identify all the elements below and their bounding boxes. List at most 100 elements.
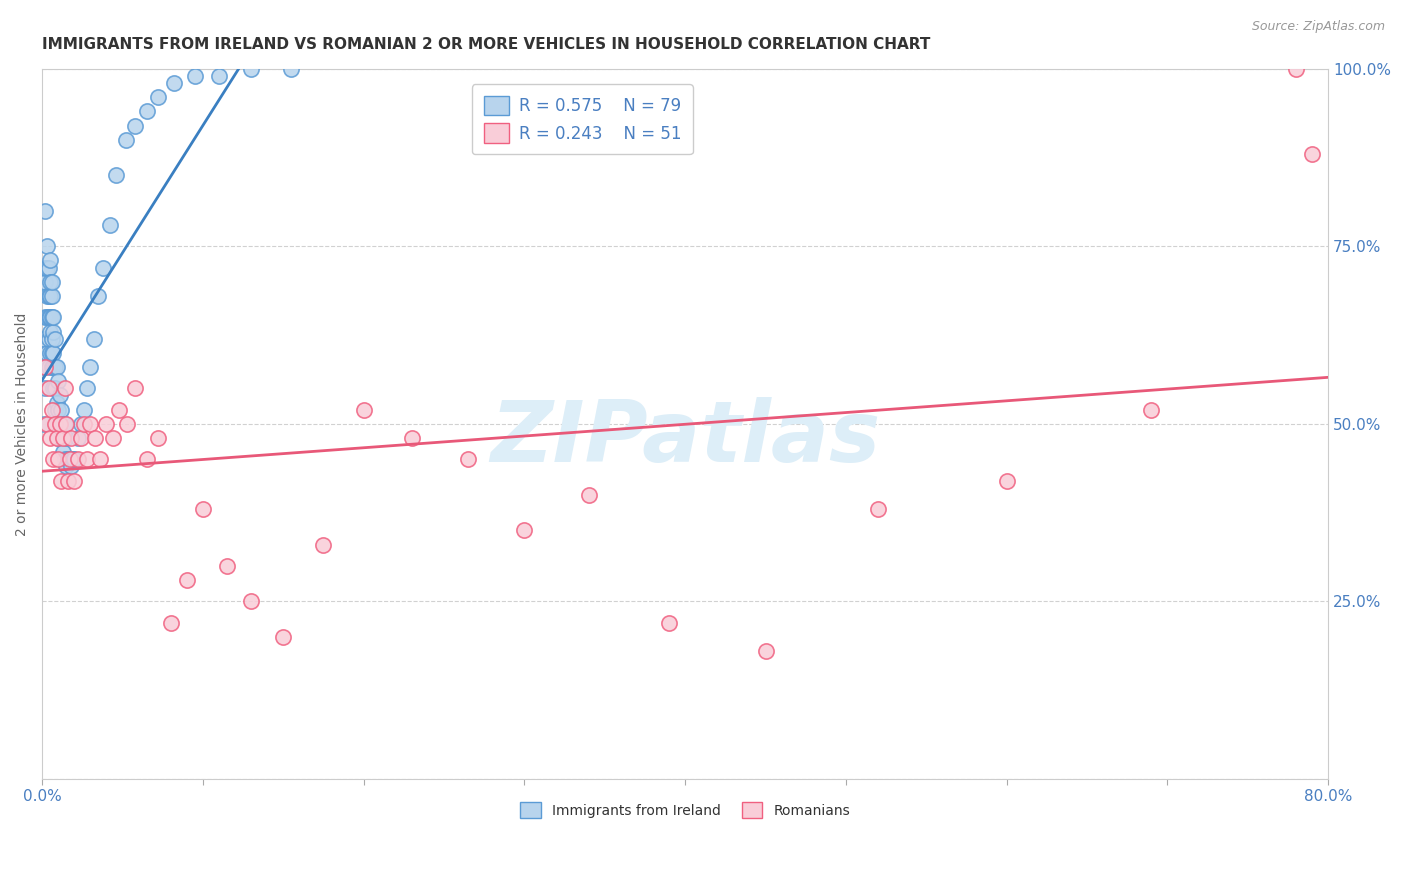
Point	[63, 452, 86, 467]
Point	[60, 459, 83, 474]
Point	[108, 402, 131, 417]
Point	[58, 452, 80, 467]
Point	[114, 133, 136, 147]
Point	[91, 260, 114, 275]
Point	[42, 310, 65, 325]
Point	[117, 417, 139, 431]
Point	[44, 359, 66, 374]
Point	[83, 332, 105, 346]
Point	[46, 452, 69, 467]
Point	[73, 417, 96, 431]
Point	[52, 445, 75, 459]
Point	[49, 388, 72, 402]
Point	[41, 289, 63, 303]
Point	[73, 402, 96, 417]
Point	[44, 402, 66, 417]
Point	[69, 417, 91, 431]
Point	[87, 289, 110, 303]
Point	[32, 359, 55, 374]
Point	[46, 431, 69, 445]
Point	[53, 381, 76, 395]
Point	[39, 325, 62, 339]
Text: ZIPatlas: ZIPatlas	[491, 397, 880, 480]
Point	[38, 359, 60, 374]
Point	[56, 452, 79, 467]
Point	[105, 168, 128, 182]
Point	[995, 474, 1018, 488]
Point	[159, 615, 181, 630]
Point	[38, 289, 60, 303]
Point	[34, 359, 56, 374]
Point	[273, 630, 295, 644]
Point	[578, 488, 600, 502]
Point	[42, 325, 65, 339]
Point	[49, 417, 72, 431]
Point	[38, 381, 60, 395]
Point	[41, 275, 63, 289]
Point	[42, 359, 65, 374]
Point	[53, 417, 76, 431]
Point	[34, 381, 56, 395]
Point	[124, 381, 146, 395]
Point	[215, 558, 238, 573]
Point	[208, 69, 231, 83]
Point	[39, 253, 62, 268]
Point	[79, 359, 101, 374]
Point	[353, 402, 375, 417]
Point	[240, 62, 263, 76]
Point	[513, 524, 536, 538]
Point	[191, 502, 214, 516]
Point	[62, 452, 84, 467]
Point	[146, 431, 169, 445]
Point	[35, 417, 58, 431]
Point	[35, 346, 58, 360]
Point	[35, 260, 58, 275]
Point	[35, 239, 58, 253]
Point	[34, 275, 56, 289]
Point	[38, 310, 60, 325]
Point	[312, 537, 335, 551]
Point	[135, 104, 157, 119]
Point	[32, 417, 55, 431]
Point	[35, 310, 58, 325]
Y-axis label: 2 or more Vehicles in Household: 2 or more Vehicles in Household	[15, 312, 30, 535]
Point	[52, 431, 75, 445]
Point	[35, 289, 58, 303]
Legend: Immigrants from Ireland, Romanians: Immigrants from Ireland, Romanians	[513, 796, 858, 825]
Point	[45, 417, 67, 431]
Point	[98, 218, 121, 232]
Point	[51, 402, 73, 417]
Point	[66, 431, 89, 445]
Point	[658, 615, 681, 630]
Point	[58, 452, 80, 467]
Point	[280, 62, 302, 76]
Point	[1285, 62, 1308, 76]
Point	[41, 346, 63, 360]
Point	[124, 119, 146, 133]
Point	[66, 452, 89, 467]
Point	[63, 474, 86, 488]
Point	[76, 381, 98, 395]
Point	[39, 346, 62, 360]
Point	[41, 402, 63, 417]
Point	[52, 417, 75, 431]
Point	[240, 594, 263, 608]
Point	[96, 417, 118, 431]
Point	[51, 431, 73, 445]
Point	[55, 417, 77, 431]
Point	[84, 431, 107, 445]
Point	[76, 452, 98, 467]
Point	[44, 332, 66, 346]
Point	[45, 431, 67, 445]
Point	[46, 374, 69, 388]
Point	[41, 359, 63, 374]
Point	[184, 69, 207, 83]
Point	[56, 474, 79, 488]
Point	[55, 459, 77, 474]
Point	[868, 502, 890, 516]
Point	[38, 260, 60, 275]
Point	[53, 452, 76, 467]
Point	[32, 332, 55, 346]
Point	[41, 310, 63, 325]
Point	[1140, 402, 1163, 417]
